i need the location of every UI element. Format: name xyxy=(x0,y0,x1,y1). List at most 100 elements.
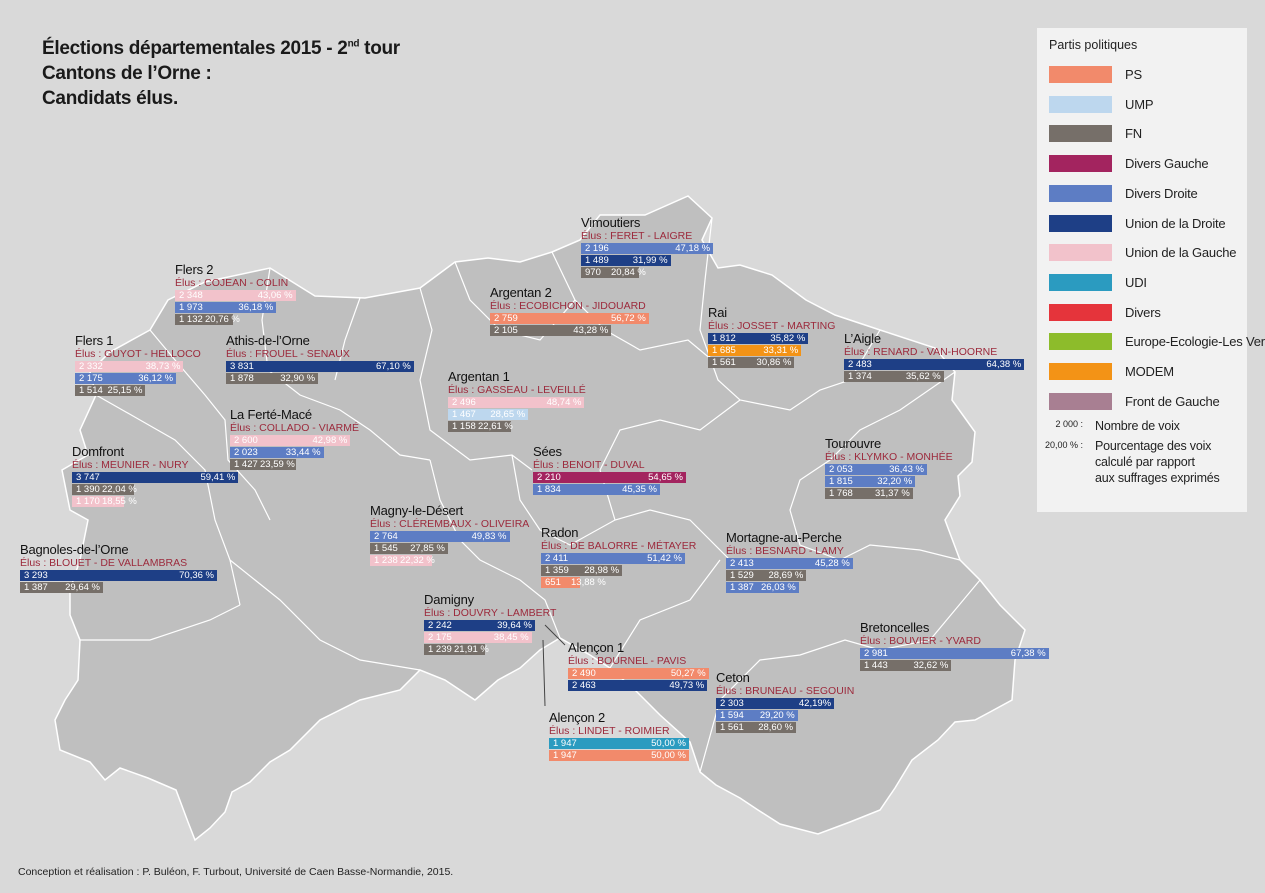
canton-elus: Élus : KLYMKO - MONHÉE xyxy=(825,451,953,463)
canton-name: Damigny xyxy=(424,592,474,607)
result-bar-fill xyxy=(490,325,612,336)
canton-elus: Élus : ECOBICHON - JIDOUARD xyxy=(490,300,646,312)
result-percent: 56,72 % xyxy=(610,313,646,324)
canton-elus: Élus : BRUNEAU - SEGOUIN xyxy=(716,685,855,697)
result-bar-fill xyxy=(581,255,671,266)
result-bar: 1 768 31,37 % xyxy=(825,488,913,499)
result-percent: 22,32 % xyxy=(400,555,435,566)
result-percent: 32,20 % xyxy=(877,476,913,487)
result-percent: 36,18 % xyxy=(238,302,274,313)
result-bar-fill xyxy=(708,333,809,344)
result-bar: 2 490 50,27 % xyxy=(568,668,709,679)
result-bar: 2 496 48,74 % xyxy=(448,397,585,408)
result-votes: 1 947 xyxy=(553,738,577,749)
result-bar: 651 13,88 % xyxy=(541,577,606,588)
result-percent: 64,38 % xyxy=(986,359,1022,370)
result-votes: 1 239 xyxy=(428,644,452,655)
result-votes: 1 170 xyxy=(76,496,100,507)
result-votes: 2 332 xyxy=(79,361,103,372)
result-percent: 32,62 % xyxy=(913,660,949,671)
legend-swatch xyxy=(1049,392,1112,410)
result-bar: 1 561 30,86 % xyxy=(708,357,795,368)
result-votes: 1 489 xyxy=(585,255,609,266)
result-votes: 1 561 xyxy=(720,722,744,733)
canton-elus: Élus : FERET - LAIGRE xyxy=(581,230,693,242)
result-bar: 1 374 35,62 % xyxy=(844,371,944,382)
result-percent: 27,85 % xyxy=(410,543,445,554)
canton-mortagne: Mortagne-au-Perche Élus : BESNARD - LAMY 2… xyxy=(726,530,853,593)
result-bar-fill xyxy=(541,553,685,564)
map-title: Élections départementales 2015 - 2nd tou… xyxy=(42,36,400,111)
result-percent: 29,20 % xyxy=(759,710,795,721)
canton-elus: Élus : DE BALORRE - MÉTAYER xyxy=(541,540,697,552)
legend-swatch xyxy=(1049,155,1112,173)
result-bar: 1 815 32,20 % xyxy=(825,476,916,487)
canton-elus: Élus : BENOIT - DUVAL xyxy=(533,459,645,471)
canton-argentan-2: Argentan 2 Élus : ECOBICHON - JIDOUARD 2 7… xyxy=(490,285,649,336)
canton-elus: Élus : BOURNEL - PAVIS xyxy=(568,655,687,667)
canton-elus: Élus : GUYOT - HELLOCO xyxy=(75,348,201,360)
title-line-2: Cantons de l’Orne : xyxy=(42,63,212,84)
legend-label: Europe-Ecologie-Les Verts xyxy=(1125,334,1265,350)
legend-swatch xyxy=(1049,273,1112,291)
result-percent: 26,03 % xyxy=(761,582,796,593)
result-votes: 1 594 xyxy=(720,710,744,721)
result-percent: 38,45 % xyxy=(493,632,529,643)
result-percent: 28,60 % xyxy=(758,722,794,733)
canton-name: Magny-le-Désert xyxy=(370,503,464,518)
result-bar-fill xyxy=(581,243,714,254)
legend-swatch xyxy=(1049,214,1112,232)
result-votes: 2 175 xyxy=(428,632,452,643)
result-votes: 1 359 xyxy=(545,565,569,576)
result-percent: 20,76 % xyxy=(205,314,240,325)
canton-elus: Élus : COLLADO - VIARMÉ xyxy=(230,422,359,434)
result-bar-fill xyxy=(716,722,797,733)
result-percent: 28,65 % xyxy=(490,409,526,420)
result-percent: 36,43 % xyxy=(889,464,924,475)
legend-label: PS xyxy=(1125,67,1142,82)
result-bar-fill xyxy=(75,385,146,396)
legend-swatch xyxy=(1049,125,1112,143)
result-bar-fill xyxy=(726,582,799,593)
result-votes: 2 759 xyxy=(494,313,518,324)
result-bar: 1 427 23,59 % xyxy=(230,459,297,470)
result-bar: 1 238 22,32 % xyxy=(370,555,435,566)
legend-panel: Partis politiques PS UMP FN Divers Gauche Di… xyxy=(1037,28,1265,512)
canton-name: Tourouvre xyxy=(825,436,882,451)
canton-name: Alençon 2 xyxy=(549,710,606,725)
legend-label: Divers Gauche xyxy=(1125,156,1209,172)
canton-alencon-1: Alençon 1 Élus : BOURNEL - PAVIS 2 490 50,2… xyxy=(568,640,709,691)
canton-elus: Élus : RENARD - VAN-HOORNE xyxy=(844,346,998,358)
legend-label: Front de Gauche xyxy=(1125,393,1220,409)
result-bar-fill xyxy=(230,435,351,446)
result-bar: 2 600 42,98 % xyxy=(230,435,351,446)
result-bar: 970 20,84 % xyxy=(581,267,646,278)
result-bar-fill xyxy=(844,359,1025,370)
result-votes: 2 411 xyxy=(545,553,569,564)
pointer-lines xyxy=(542,624,566,707)
canton-name: Vimoutiers xyxy=(581,215,641,230)
result-votes: 3 831 xyxy=(230,361,254,372)
result-votes: 1 158 xyxy=(452,421,476,432)
canton-elus: Élus : MEUNIER - NURY xyxy=(72,459,189,471)
result-votes: 1 973 xyxy=(179,302,203,313)
result-votes: 1 374 xyxy=(848,371,872,382)
result-votes: 1 390 xyxy=(76,484,100,495)
result-bar-fill xyxy=(20,582,103,593)
result-votes: 1 815 xyxy=(829,476,853,487)
result-bar-fill xyxy=(581,267,640,278)
canton-name: Argentan 1 xyxy=(448,369,510,384)
title-line-3: Candidats élus. xyxy=(42,88,178,109)
canton-tourouvre: Tourouvre Élus : KLYMKO - MONHÉE 2 053 36,4… xyxy=(825,436,953,499)
result-bar: 1 594 29,20 % xyxy=(716,710,798,721)
result-bar: 2 981 67,38 % xyxy=(860,648,1049,659)
result-percent: 28,69 % xyxy=(768,570,804,581)
result-bar: 1 878 32,90 % xyxy=(226,373,319,384)
result-bar-fill xyxy=(533,484,660,495)
legend-pct-label-2: calculé par rapport xyxy=(1095,455,1195,469)
canton-name: Rai xyxy=(708,305,727,320)
canton-bretoncelles: Bretoncelles Élus : BOUVIER - YVARD 2 981 6… xyxy=(860,620,1049,671)
result-bar-fill xyxy=(708,357,795,368)
result-percent: 67,10 % xyxy=(376,361,411,372)
canton-vimoutiers: Vimoutiers Élus : FERET - LAIGRE 2 196 47,1… xyxy=(581,215,714,278)
